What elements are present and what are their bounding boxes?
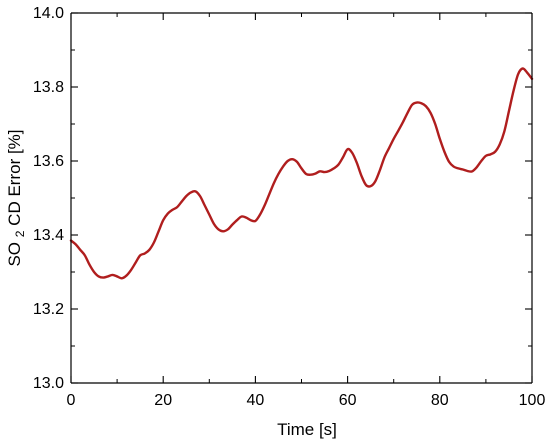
- plot-area: [71, 13, 532, 383]
- y-tick-label: 14.0: [33, 5, 64, 22]
- y-tick-label: 13.0: [33, 375, 64, 392]
- y-axis-title: SO 2 CD Error [%]: [5, 129, 28, 266]
- y-tick-label: 13.8: [33, 79, 64, 96]
- x-tick-label: 60: [339, 392, 357, 409]
- x-axis-title: Time [s]: [277, 420, 337, 439]
- series-layer: [69, 67, 534, 280]
- y-tick-label: 13.4: [33, 227, 64, 244]
- y-tick-label: 13.6: [33, 153, 64, 170]
- ticks-layer: [70, 12, 533, 384]
- y-axis-title-suffix: CD Error [%]: [5, 129, 24, 225]
- labels-layer: 0 20 40 60 80 100 13.0 13.2 13.4 13.6 13.8 14.0: [33, 5, 546, 409]
- x-tick-label: 80: [431, 392, 449, 409]
- x-tick-label: 0: [67, 392, 76, 409]
- series-line-0: [69, 67, 534, 280]
- x-tick-label: 40: [247, 392, 265, 409]
- y-axis-title-prefix: SO: [5, 242, 24, 267]
- x-tick-label: 100: [519, 392, 546, 409]
- y-tick-label: 13.2: [33, 301, 64, 318]
- y-axis-title-subscript: 2: [13, 230, 27, 237]
- x-tick-label: 20: [154, 392, 172, 409]
- plot-background: [71, 13, 532, 383]
